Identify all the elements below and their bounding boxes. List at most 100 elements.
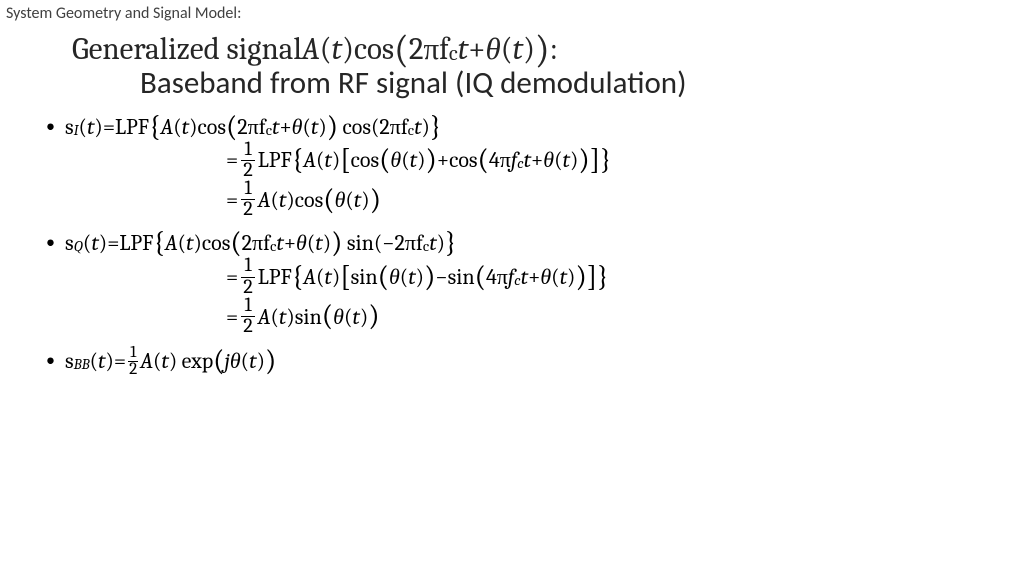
- title-colon: :: [550, 31, 558, 67]
- qplus2: +: [528, 266, 540, 288]
- qplus: +: [284, 232, 296, 254]
- qeq3: =: [226, 306, 238, 328]
- qth4: θ: [333, 306, 344, 328]
- lp: (: [79, 116, 87, 138]
- qtp2: 2π: [395, 232, 417, 254]
- qth3: θ: [540, 266, 551, 288]
- rp4: ): [422, 116, 430, 138]
- title-t2: t: [458, 31, 469, 67]
- bblp: (: [213, 347, 224, 377]
- qlp8: (: [270, 306, 278, 328]
- brp: ): [327, 113, 338, 143]
- rbr: ]: [590, 146, 600, 176]
- qt7: t: [408, 266, 415, 288]
- qden2: 2: [241, 316, 255, 337]
- blp3: (: [241, 350, 249, 372]
- bt3: t: [249, 350, 256, 372]
- qbrp4: ): [368, 302, 379, 332]
- c2: c: [408, 124, 414, 139]
- qrb: }: [445, 229, 457, 259]
- breadcrumb: System Geometry and Signal Model:: [6, 4, 241, 23]
- lparen2: (: [501, 31, 513, 67]
- sQ: s: [65, 232, 74, 254]
- qrp8: ): [286, 306, 294, 328]
- qeq: =: [107, 232, 119, 254]
- qfp: 4π: [486, 266, 508, 288]
- qeq2: =: [226, 266, 238, 288]
- rp8: ): [286, 189, 294, 211]
- tp: 2π: [237, 116, 259, 138]
- qf: f: [263, 232, 270, 254]
- qnum2: 1: [242, 296, 253, 316]
- lbr: [: [340, 146, 350, 176]
- brp4: ): [370, 186, 381, 216]
- lb2: {: [292, 146, 304, 176]
- qlpf2: LPF: [258, 266, 292, 288]
- qt5: t: [429, 232, 436, 254]
- beq: =: [114, 350, 126, 372]
- qlp: (: [83, 232, 91, 254]
- plus: +: [279, 116, 291, 138]
- qc2: c: [423, 240, 429, 255]
- th4: θ: [335, 189, 346, 211]
- num: 1: [242, 140, 253, 160]
- qt: t: [91, 232, 98, 254]
- tp2: 2π: [379, 116, 401, 138]
- qrbr: ]: [587, 263, 597, 293]
- lp2: (: [173, 116, 181, 138]
- cos: cos: [198, 116, 226, 138]
- title-2pi: 2π: [409, 31, 439, 67]
- qblp3: (: [475, 263, 486, 293]
- rbrace: }: [430, 113, 442, 143]
- qrp: ): [99, 232, 107, 254]
- blp2x: (: [153, 350, 161, 372]
- bt: t: [98, 350, 105, 372]
- qt9: t: [560, 266, 567, 288]
- blp: (: [226, 113, 237, 143]
- qsin3: sin: [448, 266, 475, 288]
- qbrp: ): [331, 229, 342, 259]
- brp2: ): [426, 146, 437, 176]
- bnum: 1: [129, 345, 137, 360]
- t2: t: [182, 116, 189, 138]
- qrp2: ): [193, 232, 201, 254]
- qnum: 1: [242, 256, 253, 276]
- fraction-half2: 12: [241, 179, 255, 220]
- qneg: −: [382, 232, 394, 254]
- f2: f: [401, 116, 408, 138]
- bA: A: [140, 350, 153, 372]
- qlp5: (: [316, 266, 324, 288]
- qlp6: (: [400, 266, 408, 288]
- bt2: t: [161, 350, 168, 372]
- t: t: [87, 116, 94, 138]
- rparen2: ): [523, 31, 535, 67]
- qsin4: sin: [295, 306, 322, 328]
- rp9: ): [361, 189, 369, 211]
- cos2: cos: [343, 116, 371, 138]
- bbrp: ): [265, 347, 276, 377]
- A: A: [160, 116, 173, 138]
- t7: t: [410, 149, 417, 171]
- qlpf: LPF: [119, 232, 153, 254]
- qbrp3: ): [575, 263, 586, 293]
- brp3: ): [578, 146, 589, 176]
- eq-sI-line1: sI(t) = LPF{A(t)cos(2πfct + θ(t))cos(2πf…: [65, 112, 441, 142]
- eq-sQ-line1: sQ(t) = LPF{A(t)cos(2πfct + θ(t))sin(−2π…: [65, 229, 457, 259]
- lparen: (: [320, 31, 332, 67]
- qlp9: (: [344, 306, 352, 328]
- rp7: ): [570, 149, 578, 171]
- eq: =: [103, 116, 115, 138]
- lbrace: {: [149, 113, 161, 143]
- qrp6: ): [416, 266, 424, 288]
- t3: t: [272, 116, 279, 138]
- brp2x: ): [169, 350, 177, 372]
- eq-sI: • sI(t) = LPF{A(t)cos(2πfct + θ(t))cos(2…: [46, 112, 612, 221]
- rp5: ): [332, 149, 340, 171]
- qrp9: ): [360, 306, 368, 328]
- qA2: A: [303, 266, 316, 288]
- eq-sBB-line1: sBB(t) = 12 A(t)exp(jθ(t)): [65, 345, 276, 377]
- blp4: (: [323, 186, 334, 216]
- fp: 4π: [489, 149, 511, 171]
- page-subtitle: Baseband from RF signal (IQ demodulation…: [140, 64, 687, 102]
- qrp4: ): [437, 232, 445, 254]
